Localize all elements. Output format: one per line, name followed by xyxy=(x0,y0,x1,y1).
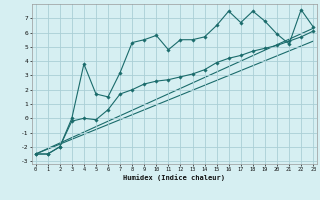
X-axis label: Humidex (Indice chaleur): Humidex (Indice chaleur) xyxy=(124,174,225,181)
